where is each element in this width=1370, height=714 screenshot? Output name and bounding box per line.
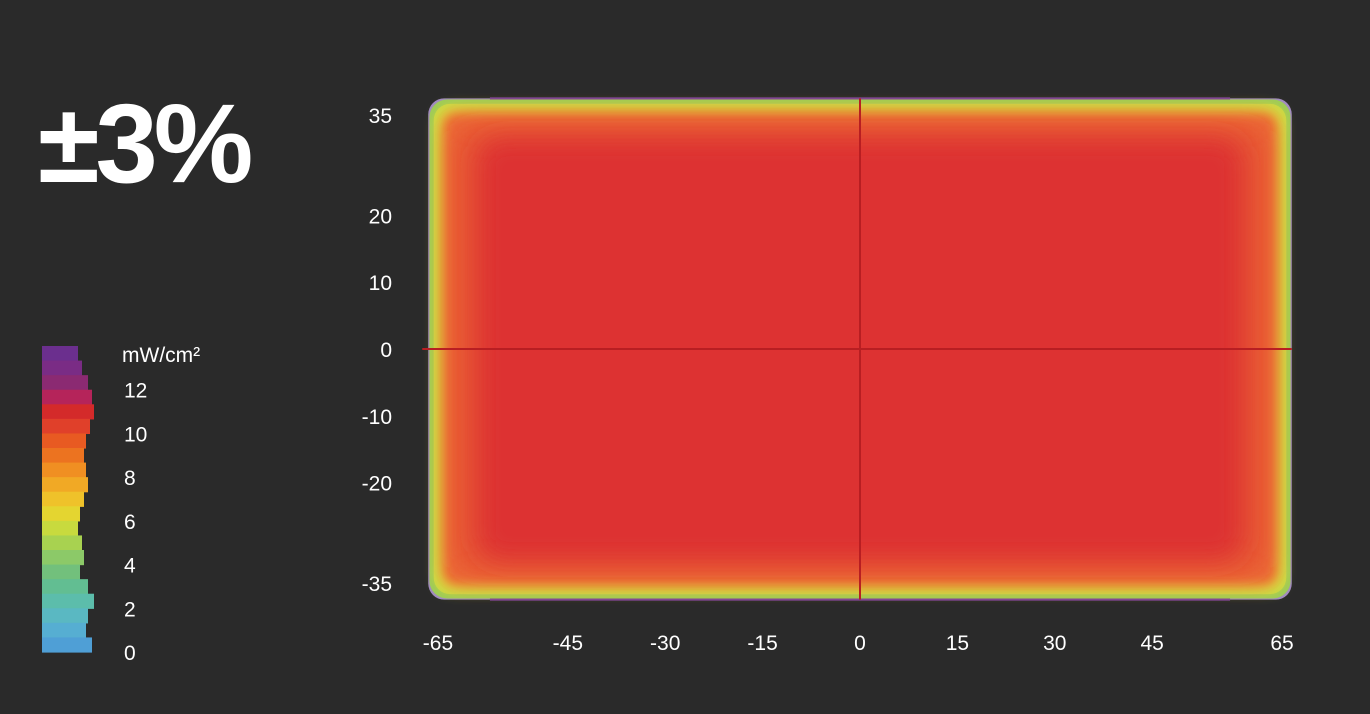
x-tick-label: 0 — [854, 632, 866, 655]
colorbar-segment — [42, 535, 82, 551]
colorbar-tick-label: 2 — [124, 598, 136, 621]
heatmap-field — [422, 97, 1292, 601]
x-tick-label: 65 — [1270, 632, 1293, 655]
colorbar-segment — [42, 579, 88, 595]
colorbar-unit-label: mW/cm² — [122, 344, 200, 367]
colorbar-tick-label: 4 — [124, 555, 136, 578]
colorbar-segment — [42, 404, 94, 420]
colorbar-tick-label: 12 — [124, 380, 147, 403]
colorbar-segment — [42, 375, 88, 391]
x-tick-label: 30 — [1043, 632, 1066, 655]
y-axis-tick-labels: 35 20 10 0 -10 -20 -35 — [362, 105, 392, 596]
colorbar — [42, 346, 94, 653]
colorbar-tick-label: 0 — [124, 642, 136, 665]
colorbar-segment — [42, 418, 90, 435]
y-tick-label: -35 — [362, 573, 392, 596]
y-tick-label: 20 — [369, 205, 392, 228]
x-tick-label: -45 — [553, 632, 583, 655]
x-tick-label: 15 — [946, 632, 969, 655]
colorbar-segment — [42, 637, 92, 653]
colorbar-tick-label: 10 — [124, 423, 147, 446]
colorbar-segment — [42, 608, 88, 624]
colorbar-segment — [42, 622, 86, 639]
colorbar-segment — [42, 564, 80, 580]
colorbar-segment — [42, 389, 92, 405]
colorbar-segment — [42, 346, 78, 362]
colorbar-segment — [42, 491, 84, 507]
y-tick-label: -10 — [362, 406, 392, 429]
x-tick-label: -65 — [423, 632, 453, 655]
uniformity-headline: ±3% — [38, 81, 253, 206]
irradiance-heatmap: 35 20 10 0 -10 -20 -35 -65 -45 -30 -15 0 15 30 45 65 — [362, 97, 1294, 655]
colorbar-legend: mW/cm² 12 10 8 6 4 2 0 — [42, 344, 200, 665]
colorbar-segment — [42, 462, 86, 478]
colorbar-segment — [42, 448, 84, 464]
colorbar-tick-label: 8 — [124, 467, 136, 490]
colorbar-segment — [42, 506, 80, 522]
colorbar-tick-label: 6 — [124, 511, 136, 534]
colorbar-segment — [42, 520, 78, 537]
colorbar-segment — [42, 433, 86, 449]
colorbar-tick-labels: 12 10 8 6 4 2 0 — [124, 380, 147, 665]
y-tick-label: -20 — [362, 473, 392, 496]
x-tick-label: -30 — [650, 632, 680, 655]
colorbar-segment — [42, 550, 84, 566]
colorbar-segment — [42, 360, 82, 376]
y-tick-label: 0 — [380, 339, 392, 362]
y-tick-label: 35 — [369, 105, 392, 128]
x-tick-label: -15 — [747, 632, 777, 655]
colorbar-segment — [42, 593, 94, 609]
x-axis-tick-labels: -65 -45 -30 -15 0 15 30 45 65 — [423, 632, 1294, 655]
colorbar-segment — [42, 477, 88, 493]
y-tick-label: 10 — [369, 272, 392, 295]
x-tick-label: 45 — [1140, 632, 1163, 655]
